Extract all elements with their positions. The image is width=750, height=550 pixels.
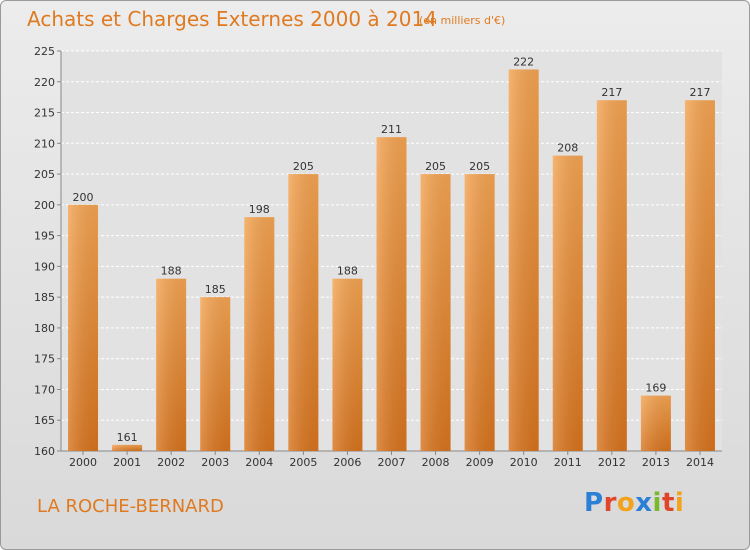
bar-sheen	[552, 155, 583, 451]
y-tick-label: 170	[34, 383, 55, 396]
bar-sheen	[112, 444, 143, 451]
y-tick-label: 185	[34, 291, 55, 304]
data-label: 185	[205, 283, 226, 296]
x-tick-label: 2008	[422, 456, 450, 469]
data-label: 205	[425, 160, 446, 173]
bar-sheen	[684, 100, 715, 451]
x-tick-label: 2010	[510, 456, 538, 469]
x-tick-label: 2001	[113, 456, 141, 469]
bar-sheen	[464, 174, 495, 452]
y-tick-label: 200	[34, 199, 55, 212]
bar-sheen	[596, 100, 627, 451]
proxiti-logo: Proxiti	[584, 488, 685, 518]
data-label: 198	[249, 203, 270, 216]
x-tick-label: 2012	[598, 456, 626, 469]
x-tick-label: 2014	[686, 456, 714, 469]
x-tick-label: 2007	[378, 456, 406, 469]
x-tick-label: 2000	[69, 456, 97, 469]
bar-sheen	[332, 278, 363, 451]
data-label: 188	[161, 265, 182, 278]
data-label: 169	[645, 382, 666, 395]
x-tick-label: 2011	[554, 456, 582, 469]
bar-sheen	[376, 137, 407, 451]
data-label: 217	[601, 86, 622, 99]
y-tick-label: 160	[34, 445, 55, 458]
y-tick-label: 165	[34, 414, 55, 427]
y-tick-label: 180	[34, 322, 55, 335]
bar-sheen	[68, 204, 99, 451]
y-tick-label: 205	[34, 168, 55, 181]
y-tick-label: 210	[34, 137, 55, 150]
y-tick-label: 220	[34, 76, 55, 89]
bar-sheen	[288, 174, 319, 452]
data-label: 200	[73, 191, 94, 204]
x-tick-label: 2013	[642, 456, 670, 469]
data-label: 222	[513, 55, 534, 68]
data-label: 205	[293, 160, 314, 173]
x-tick-label: 2003	[201, 456, 229, 469]
y-tick-label: 175	[34, 353, 55, 366]
bar-sheen	[156, 278, 187, 451]
data-label: 188	[337, 265, 358, 278]
data-label: 161	[117, 431, 138, 444]
x-tick-label: 2006	[333, 456, 361, 469]
y-tick-label: 190	[34, 260, 55, 273]
bar-sheen	[640, 395, 671, 451]
bar-sheen	[244, 217, 275, 451]
bar-sheen	[420, 174, 451, 452]
data-label: 217	[689, 86, 710, 99]
x-tick-label: 2004	[245, 456, 273, 469]
y-tick-label: 195	[34, 230, 55, 243]
bar-sheen	[200, 297, 231, 451]
y-tick-label: 225	[34, 45, 55, 58]
chart-subtitle: (en milliers d'€)	[419, 14, 506, 27]
y-tick-label: 215	[34, 107, 55, 120]
x-tick-label: 2009	[466, 456, 494, 469]
chart-title: Achats et Charges Externes 2000 à 2014	[27, 7, 437, 31]
data-label: 211	[381, 123, 402, 136]
bar-sheen	[508, 69, 539, 451]
commune-name: LA ROCHE-BERNARD	[37, 496, 224, 517]
data-label: 208	[557, 142, 578, 155]
x-tick-label: 2005	[289, 456, 317, 469]
data-label: 205	[469, 160, 490, 173]
x-tick-label: 2002	[157, 456, 185, 469]
